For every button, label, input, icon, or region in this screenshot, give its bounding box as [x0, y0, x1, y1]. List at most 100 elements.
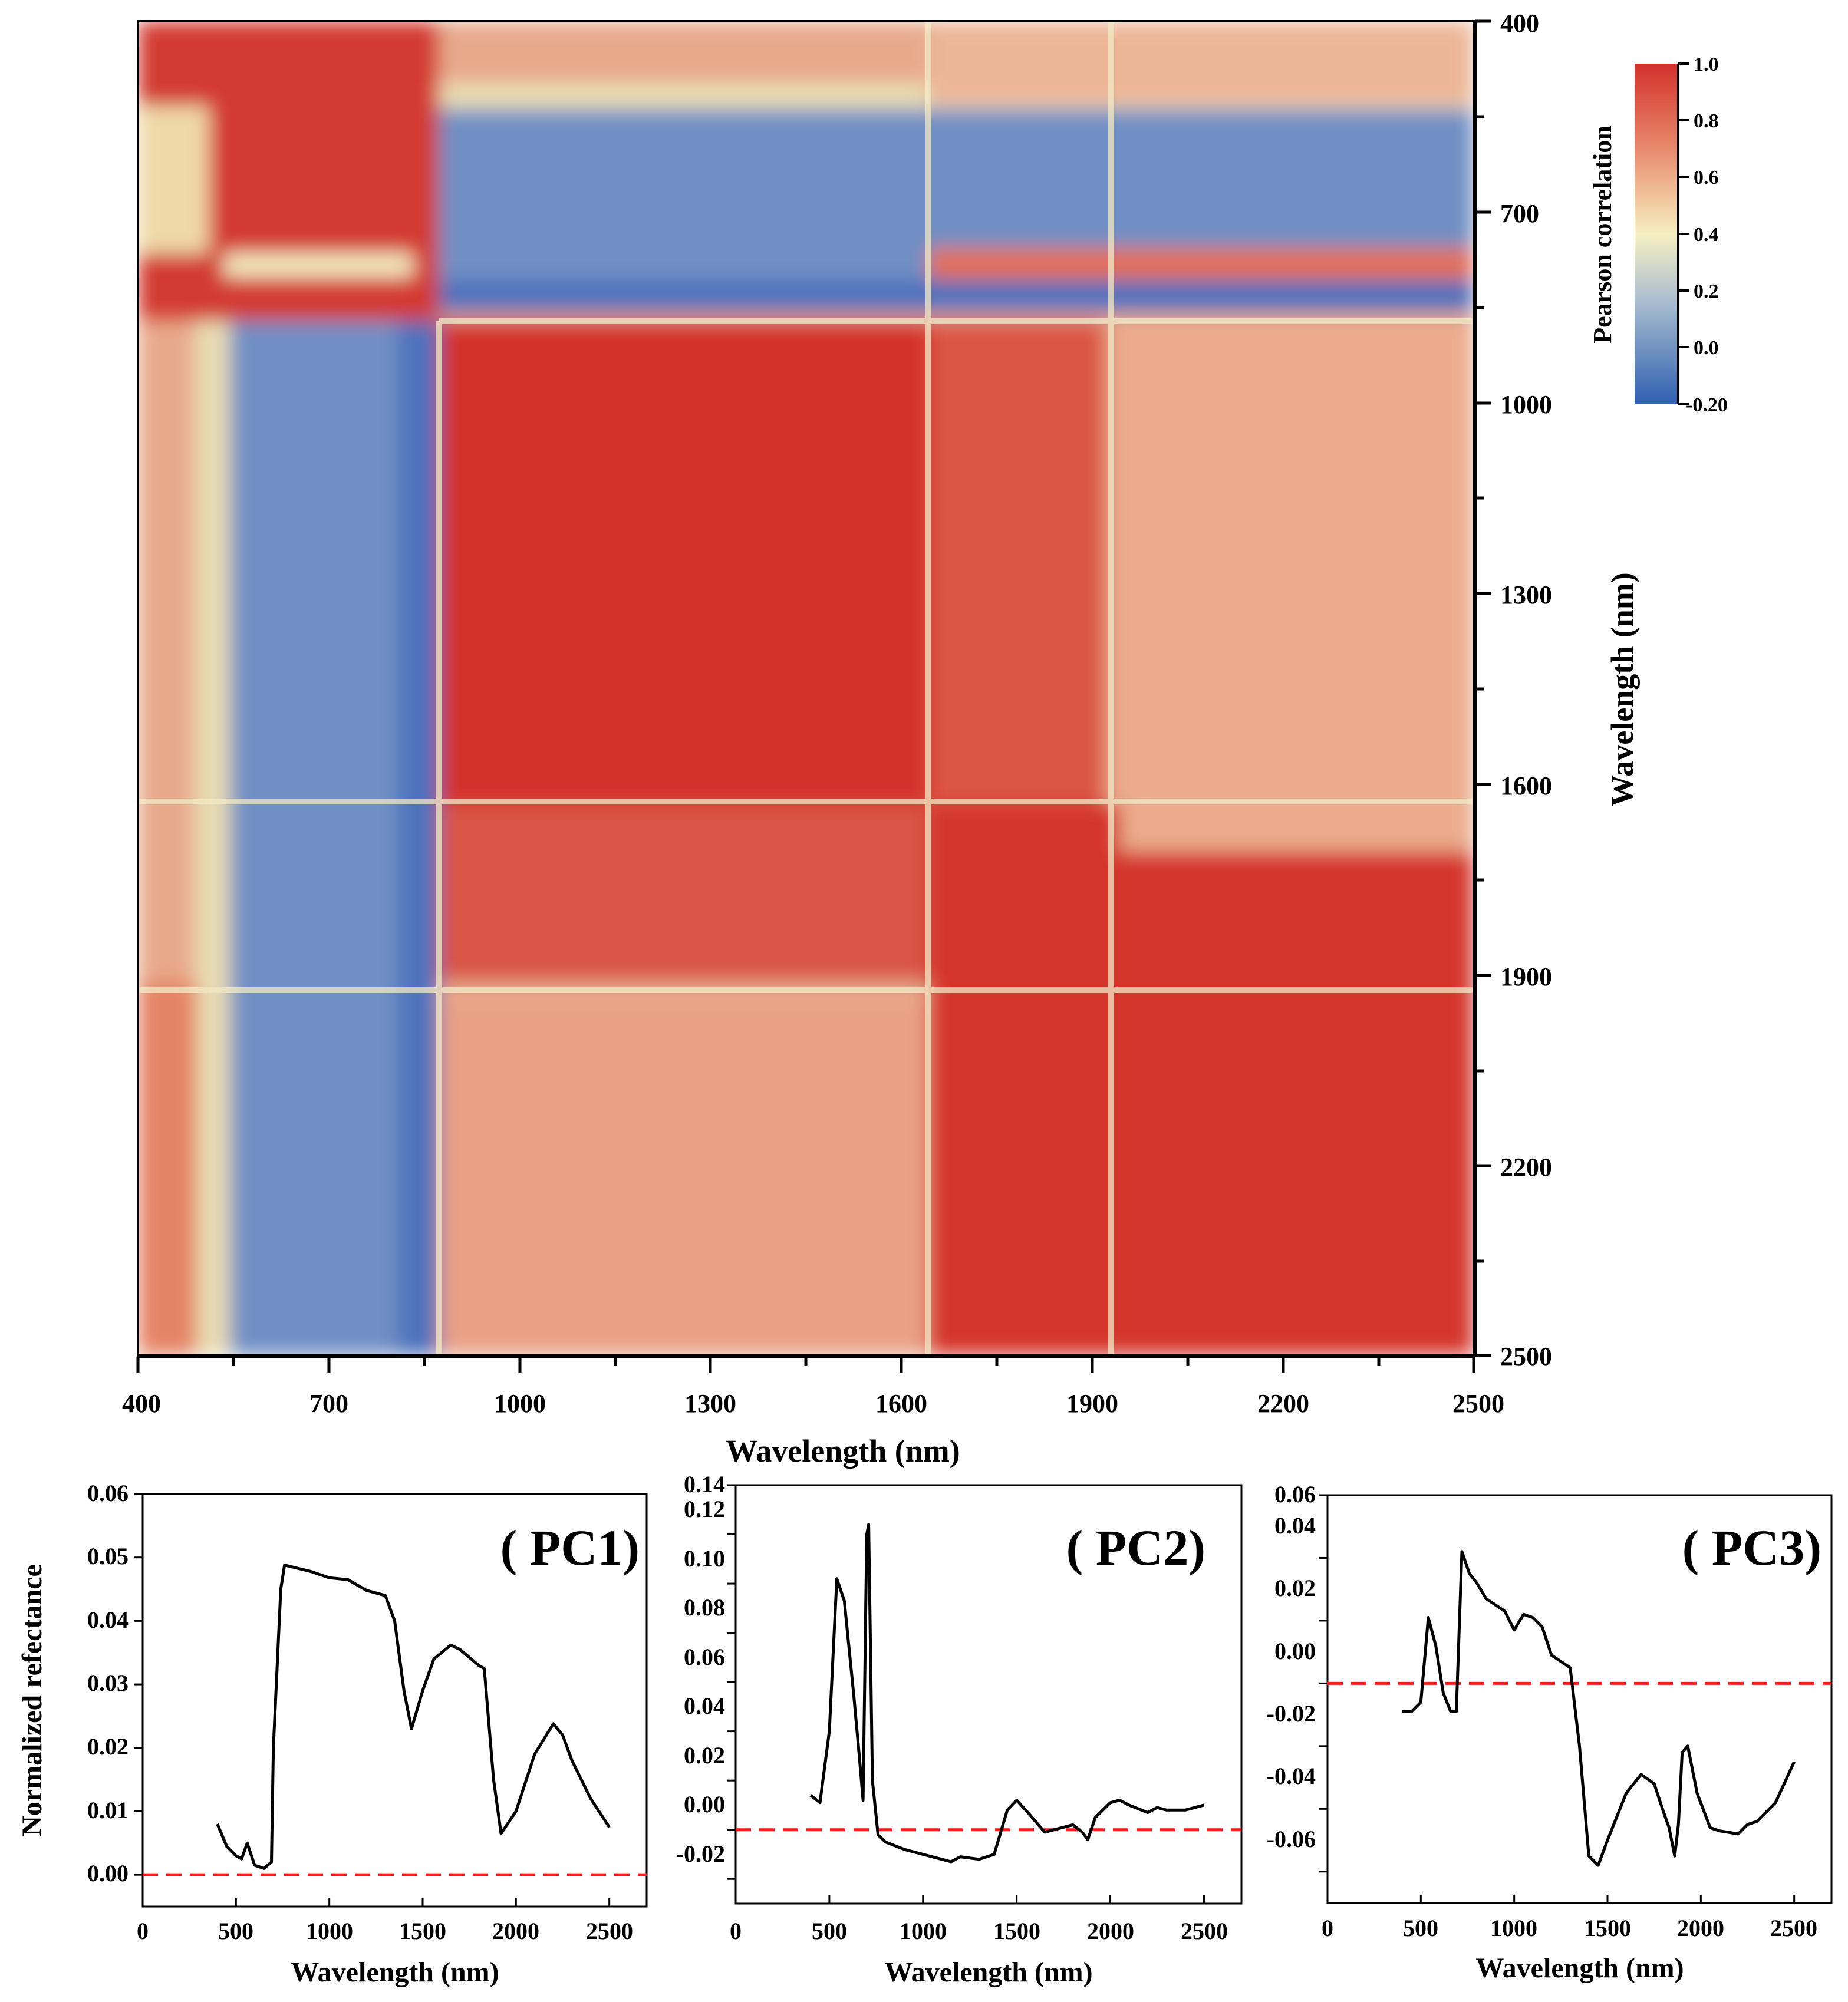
- pc1-y-tick-label: 0.02: [87, 1733, 129, 1760]
- pc2-y-ticks: [727, 1484, 736, 1880]
- x-tick-label: 700: [309, 1389, 348, 1418]
- pc2-x-tick-labels: 0 500 1000 1500 2000 2500: [730, 1918, 1228, 1944]
- pc1-y-tick-labels: 0.00 0.01 0.02 0.03 0.04 0.05 0.06: [87, 1480, 129, 1886]
- pc3-x-tick-label: 500: [1403, 1915, 1438, 1941]
- heatmap-cell: [928, 248, 1474, 280]
- pc3-x-axis-title: Wavelength (nm): [1475, 1952, 1684, 1984]
- heatmap-x-axis-title: Wavelength (nm): [726, 1433, 960, 1469]
- colorbar-tick-label: 0.4: [1694, 224, 1719, 246]
- heatmap-cell: [928, 21, 1474, 104]
- heatmap-cell: [230, 321, 407, 1355]
- pc1-y-ticks: [134, 1493, 143, 1876]
- heatmap-y-tick-labels: 400 700 1000 1300 1600 1900 2200 2500: [1500, 9, 1552, 1371]
- pc1-frame: [141, 1493, 648, 1908]
- pc1-title: ( PC1): [500, 1519, 640, 1576]
- pc1-x-tick-label: 2500: [586, 1918, 633, 1944]
- x-tick-label: 2200: [1257, 1389, 1309, 1418]
- pc2-x-tick-label: 1000: [900, 1918, 947, 1944]
- colorbar-tick-label: 0.6: [1694, 167, 1719, 189]
- heatmap-cell: [224, 253, 413, 277]
- pc3-y-tick-label: 0.04: [1274, 1512, 1316, 1539]
- pc1-x-tick-label: 1500: [399, 1918, 446, 1944]
- pc3-y-tick-label: 0.00: [1274, 1638, 1316, 1664]
- pc2-x-tick-label: 0: [730, 1918, 742, 1944]
- pc2-y-tick-label: 0.08: [684, 1594, 725, 1621]
- x-tick-label: 1900: [1066, 1389, 1118, 1418]
- x-tick-label: 1600: [875, 1389, 927, 1418]
- heatmap-cells: [138, 21, 1474, 1355]
- pc2-y-tick-label: 0.00: [684, 1791, 725, 1818]
- pc1-x-tick-label: 1000: [306, 1918, 353, 1944]
- y-tick-label: 400: [1500, 9, 1539, 38]
- heatmap-x-tick-labels: 400 700 1000 1300 1600 1900 2200 2500: [122, 1389, 1504, 1418]
- pc1-y-tick-label: 0.00: [87, 1860, 129, 1886]
- pc1-series-line: [216, 1564, 611, 1870]
- pc2-x-tick-label: 500: [812, 1918, 847, 1944]
- y-tick-label: 1300: [1500, 581, 1552, 609]
- y-tick-label: 1600: [1500, 771, 1552, 800]
- pc3-x-tick-labels: 0 500 1000 1500 2000 2500: [1322, 1915, 1817, 1941]
- colorbar: 1.0 0.8 0.6 0.4 0.2 0.0 -0.20 Pearson co…: [1588, 54, 1728, 416]
- pc1-y-tick-label: 0.01: [87, 1797, 129, 1823]
- pc3-x-tick-label: 1500: [1584, 1915, 1631, 1941]
- heatmap-y-axis-title: Wavelength (nm): [1605, 572, 1640, 807]
- colorbar-tick-label: 0.0: [1694, 337, 1719, 359]
- pc1-x-tick-label: 2000: [492, 1918, 539, 1944]
- heatmap-cell: [928, 321, 1105, 804]
- pc2-x-ticks: [734, 1895, 1205, 1904]
- pc3-x-tick-label: 0: [1322, 1915, 1333, 1941]
- y-tick-label: 2200: [1500, 1153, 1552, 1182]
- y-tick-label: 700: [1500, 199, 1539, 228]
- pc1-y-tick-label: 0.05: [87, 1543, 129, 1569]
- pc1-y-tick-label: 0.06: [87, 1480, 129, 1506]
- pc3-y-tick-label: 0.06: [1274, 1481, 1316, 1508]
- heatmap-cell: [439, 804, 928, 981]
- pc2-title: ( PC2): [1066, 1519, 1205, 1576]
- pc2-x-tick-label: 2000: [1087, 1918, 1134, 1944]
- heatmap-cell: [398, 321, 439, 1355]
- x-tick-label: 2500: [1452, 1389, 1504, 1418]
- colorbar-tick-label: 0.2: [1694, 281, 1719, 302]
- pc2-y-tick-label: 0.12: [684, 1496, 725, 1522]
- pc1-x-axis-title: Wavelength (nm): [291, 1957, 499, 1988]
- pc1-x-tick-label: 500: [218, 1918, 253, 1944]
- x-tick-label: 1300: [684, 1389, 736, 1418]
- pc1-y-axis-title: Normalized refectance: [17, 1564, 48, 1836]
- pc3-x-ticks: [1326, 1895, 1796, 1903]
- pc2-y-tick-label: 0.14: [684, 1471, 725, 1498]
- heatmap-edges: [138, 21, 1474, 1355]
- pc2-y-tick-label: 0.04: [684, 1693, 725, 1719]
- heatmap-cell: [195, 321, 230, 1355]
- pc3-y-tick-labels: -0.06 -0.04 -0.02 0.00 0.02 0.04 0.06: [1267, 1481, 1316, 1852]
- pc3-series-line: [1402, 1550, 1796, 1867]
- pc2-x-tick-label: 2500: [1181, 1918, 1228, 1944]
- y-tick-label: 2500: [1500, 1342, 1552, 1371]
- pc3-x-tick-label: 2500: [1770, 1915, 1817, 1941]
- pc3-y-tick-label: -0.02: [1267, 1700, 1316, 1727]
- pc1-panel: 0 500 1000 1500 2000 2500 0.00 0.01 0.02…: [17, 1480, 648, 1988]
- pc3-panel: 0 500 1000 1500 2000 2500 -0.06 -0.04 -0…: [1267, 1481, 1833, 1984]
- pc2-x-tick-label: 1500: [993, 1918, 1040, 1944]
- heatmap-cell: [928, 804, 1474, 1355]
- heatmap-cell: [439, 1002, 928, 1355]
- heatmap-cell: [439, 321, 928, 804]
- colorbar-gradient: [1635, 64, 1678, 404]
- heatmap-cell: [138, 106, 209, 253]
- pc2-panel: 0 500 1000 1500 2000 2500 -0.02 0.00 0.0…: [676, 1471, 1243, 1988]
- pc2-y-tick-label: 0.02: [684, 1742, 725, 1769]
- pc3-frame: [1326, 1494, 1833, 1904]
- y-tick-label: 1900: [1500, 962, 1552, 991]
- colorbar-tick-label: -0.20: [1686, 394, 1728, 416]
- x-tick-label: 1000: [494, 1389, 546, 1418]
- colorbar-tick-label: 1.0: [1694, 54, 1719, 75]
- pc2-y-tick-label: 0.06: [684, 1644, 725, 1670]
- pc3-title: ( PC3): [1682, 1519, 1821, 1576]
- pc2-y-tick-label: -0.02: [676, 1841, 725, 1867]
- y-tick-label: 1000: [1500, 390, 1552, 419]
- pc2-y-tick-labels: -0.02 0.00 0.02 0.04 0.06 0.08 0.10 0.12…: [676, 1471, 725, 1867]
- x-tick-label: 400: [122, 1389, 161, 1418]
- pc3-y-tick-label: -0.04: [1267, 1763, 1316, 1789]
- pc1-y-tick-label: 0.04: [87, 1607, 129, 1633]
- pc2-x-axis-title: Wavelength (nm): [884, 1957, 1092, 1988]
